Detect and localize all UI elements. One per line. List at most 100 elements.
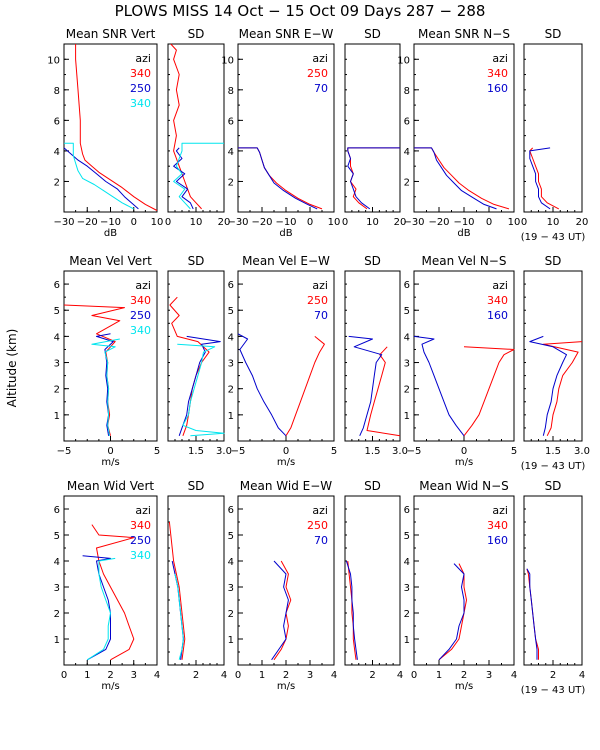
time-range-label: (19 − 43 UT) [521, 685, 586, 696]
x-tick-label: 4 [579, 670, 585, 681]
x-tick-label: 10 [547, 217, 560, 228]
y-tick-label: 4 [228, 147, 234, 158]
series-line-blue-250 [173, 147, 194, 210]
series-line-cyan-340 [91, 338, 120, 436]
x-tick-label: 0 [61, 670, 67, 681]
y-tick-label: 6 [54, 505, 60, 516]
y-tick-label: 4 [54, 147, 60, 158]
y-tick-label: 6 [228, 116, 234, 127]
x-tick-label: 20 [218, 217, 231, 228]
series-line-red-340 [91, 524, 135, 661]
legend-entry: 160 [487, 82, 508, 95]
legend-entry: 340 [130, 519, 151, 532]
y-tick-label: 6 [404, 505, 410, 516]
y-tick-label: 4 [404, 557, 410, 568]
x-tick-label: −5 [57, 446, 72, 457]
x-tick-label: 1.5 [545, 446, 561, 457]
legend-entry: 250 [130, 534, 151, 547]
panel-vel_ns: Mean Vel N−S −5 0 5 1 2 3 4 5 6 m/s azi 340 160 [404, 254, 518, 468]
series-line-blue-160 [414, 147, 497, 210]
legend-entry: 340 [130, 294, 151, 307]
x-tick-label: −20 [77, 217, 98, 228]
series-line-cyan-340 [174, 573, 184, 660]
x-tick-label: 3 [307, 670, 313, 681]
panel-snr_vert: Mean SNR Vert −30 −20 −10 0 10 2 4 6 8 10 dB azi 340 2… [47, 27, 163, 239]
x-tick-label: 10 [328, 217, 341, 228]
x-tick-label: 2 [193, 670, 199, 681]
x-tick-label: 10 [151, 217, 164, 228]
x-tick-label: −20 [251, 217, 272, 228]
series-line-red-340 [170, 43, 202, 210]
panel-wid_ew: Mean Wid E−W 0 1 2 3 4 1 2 3 4 5 6 m/s azi 250 70 [228, 479, 338, 692]
x-axis-label: m/s [277, 681, 295, 692]
panel-title: Mean Vel Vert [69, 254, 152, 268]
x-tick-label: −10 [275, 217, 296, 228]
axes-frame [523, 43, 583, 213]
x-tick-label: 2 [107, 670, 113, 681]
x-tick-label: 0 [283, 446, 289, 457]
x-axis-label: m/s [455, 681, 473, 692]
x-tick-label: 1.5 [365, 446, 381, 457]
x-tick-label: 1 [259, 670, 265, 681]
y-tick-label: 6 [54, 280, 60, 291]
y-tick-label: 2 [54, 177, 60, 188]
panel-wid_ew_sd: SD 2 4 [344, 479, 403, 681]
y-tick-label: 6 [404, 280, 410, 291]
y-tick-label: 1 [54, 411, 60, 422]
x-axis-label: m/s [101, 681, 119, 692]
y-tick-label: 6 [54, 116, 60, 127]
panel-grid: Mean SNR Vert−30 −20 −10 0 10246810dBazi3402… [47, 27, 590, 696]
x-tick-label: −20 [428, 217, 449, 228]
x-tick-label: 0 [411, 670, 417, 681]
legend-title: azi [135, 52, 151, 65]
x-tick-label: 5 [511, 446, 517, 457]
y-tick-label: 1 [404, 635, 410, 646]
y-tick-label: 2 [228, 177, 234, 188]
x-axis-label: m/s [101, 457, 119, 468]
x-tick-label: 1.5 [188, 446, 204, 457]
x-tick-label: 4 [154, 670, 160, 681]
series-line-red-250 [347, 560, 357, 660]
x-tick-label: 1 [436, 670, 442, 681]
series-line-red-340 [542, 341, 583, 437]
x-tick-label: −30 [403, 217, 424, 228]
x-tick-label: 3.0 [216, 446, 232, 457]
y-tick-label: 3 [228, 583, 234, 594]
y-tick-label: 8 [54, 86, 60, 97]
y-tick-label: 4 [404, 147, 410, 158]
series-line-blue-70 [238, 147, 318, 210]
series-line-blue-160 [413, 335, 465, 437]
y-tick-label: 10 [221, 55, 234, 66]
y-tick-label: 3 [228, 359, 234, 370]
panel-title: SD [545, 254, 562, 268]
panel-title: Mean Vel E−W [242, 254, 330, 268]
y-tick-label: 4 [228, 557, 234, 568]
x-tick-label: 0 [342, 217, 348, 228]
legend-entry: 160 [487, 534, 508, 547]
series-line-red-340 [75, 44, 158, 211]
legend-entry: 340 [487, 519, 508, 532]
series-line-blue-160 [526, 568, 538, 660]
legend-entry: 250 [130, 309, 151, 322]
legend-entry: 160 [487, 309, 508, 322]
series-line-red-250 [366, 346, 401, 437]
x-tick-label: 10 [366, 217, 379, 228]
x-tick-label: 2 [461, 670, 467, 681]
x-tick-label: 0 [107, 446, 113, 457]
series-line-blue-160 [529, 147, 551, 210]
legend-title: azi [492, 279, 508, 292]
panel-snr_ns: Mean SNR N−S −30 −20 −10 0 10 2 4 6 8 10 dB azi 340 16… [397, 27, 520, 239]
legend-title: azi [312, 52, 328, 65]
x-tick-label: 4 [397, 670, 403, 681]
y-tick-label: 2 [228, 385, 234, 396]
x-tick-label: 2 [369, 670, 375, 681]
x-tick-label: 2 [550, 670, 556, 681]
x-tick-label: 0 [521, 217, 527, 228]
panel-title: Mean SNR N−S [418, 27, 510, 41]
x-tick-label: 0 [461, 446, 467, 457]
x-axis-label: dB [457, 228, 470, 239]
x-tick-label: 0 [235, 670, 241, 681]
y-tick-label: 8 [228, 86, 234, 97]
panel-wid_vert_sd: SD 2 4 [167, 479, 227, 681]
x-tick-label: −10 [453, 217, 474, 228]
